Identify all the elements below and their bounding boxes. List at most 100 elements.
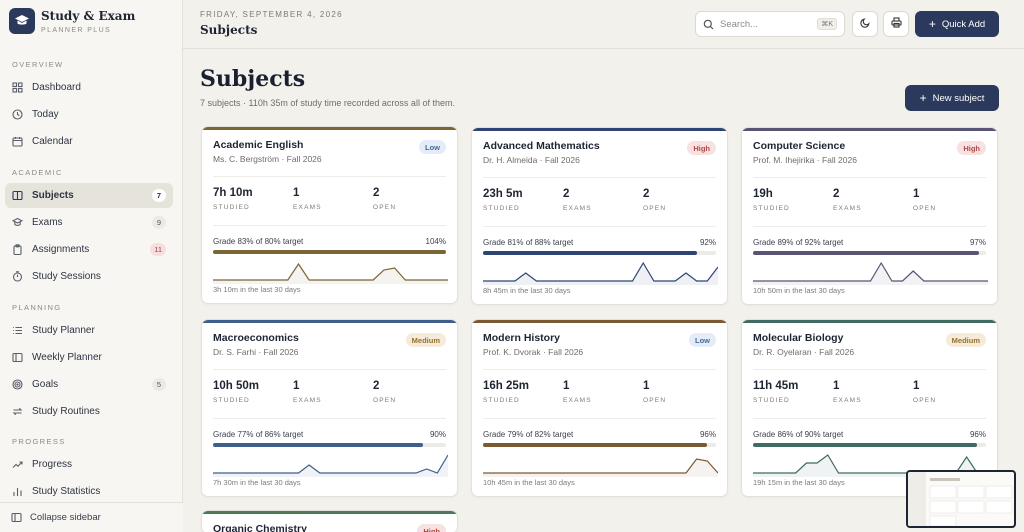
sidebar-item-exams[interactable]: Exams 9 [5, 210, 173, 235]
exams-value: 1 [293, 187, 300, 199]
brand[interactable]: Study & Exam PLANNER PLUS [9, 8, 135, 34]
stat-exams: 2 EXAMS [563, 188, 592, 212]
last-30-days-text: 10h 45m in the last 30 days [483, 478, 575, 487]
grade-progress-fill [483, 443, 707, 447]
last-30-days-text: 19h 15m in the last 30 days [753, 478, 845, 487]
card-divider [483, 177, 716, 178]
list-icon [12, 325, 23, 336]
sidebar-item-label: Study Routines [32, 406, 100, 417]
sidebar-item-goals[interactable]: Goals 5 [5, 372, 173, 397]
sidebar-item-today[interactable]: Today [5, 102, 173, 127]
stat-open: 2 OPEN [643, 188, 666, 212]
sidebar-item-label: Today [32, 109, 59, 120]
subject-name: Molecular Biology [753, 332, 844, 344]
sparkline-area [213, 455, 448, 477]
header-divider [183, 48, 1024, 49]
grade-progress-bar [483, 443, 716, 447]
subject-card[interactable]: Advanced Mathematics High Dr. H. Almeida … [471, 127, 728, 305]
exams-value: 2 [833, 188, 840, 200]
sidebar-item-progress[interactable]: Progress [5, 452, 173, 477]
sidebar-item-study-sessions[interactable]: Study Sessions [5, 264, 173, 289]
studied-value: 23h 5m [483, 188, 523, 200]
search-input[interactable]: Search... ⌘K [695, 11, 845, 37]
search-placeholder: Search... [720, 18, 759, 30]
quick-add-button[interactable]: + Quick Add [915, 11, 999, 37]
clock-icon [12, 109, 23, 120]
grade-progress-percent: 96% [699, 430, 716, 439]
last-30-days-text: 10h 50m in the last 30 days [753, 286, 845, 295]
grade-progress-fill [213, 443, 423, 447]
collapse-sidebar-button[interactable]: Collapse sidebar [0, 502, 183, 532]
page-subtitle: 7 subjects · 110h 35m of study time reco… [200, 98, 455, 108]
exams-label: EXAMS [833, 397, 862, 404]
sparkline-line [213, 454, 448, 474]
card-divider [753, 177, 986, 178]
stat-studied: 7h 10m STUDIED [213, 187, 253, 211]
exams-value: 1 [833, 380, 840, 392]
stat-open: 1 OPEN [913, 380, 936, 404]
study-time-sparkline [213, 454, 448, 477]
card-divider [753, 226, 986, 227]
grade-progress-fill [213, 250, 446, 254]
sidebar: Study & Exam PLANNER PLUS OVERVIEW Dashb… [0, 0, 183, 532]
card-divider [483, 418, 716, 419]
subject-card[interactable]: Modern History Low Prof. K. Dvorak · Fall… [471, 319, 728, 497]
search-shortcut: ⌘K [817, 18, 837, 30]
subject-name: Organic Chemistry [213, 523, 307, 532]
subject-card[interactable]: Academic English Low Ms. C. Bergström · F… [201, 126, 458, 304]
repeat-icon [12, 406, 23, 417]
sidebar-item-label: Study Planner [32, 325, 95, 336]
stat-studied: 19h STUDIED [753, 188, 790, 212]
dark-mode-button[interactable] [852, 11, 878, 37]
grade-progress-percent: 104% [425, 237, 446, 246]
open-value: 1 [643, 380, 650, 392]
minimap-preview[interactable] [906, 470, 1016, 528]
clipboard-icon [12, 244, 23, 255]
sidebar-item-study-routines[interactable]: Study Routines [5, 399, 173, 424]
sidebar-item-study-planner[interactable]: Study Planner [5, 318, 173, 343]
subject-name: Advanced Mathematics [483, 140, 600, 152]
subject-teacher: Dr. R. Oyelaran · Fall 2026 [753, 347, 855, 357]
new-subject-label: New subject [932, 92, 985, 104]
sidebar-item-label: Weekly Planner [32, 352, 102, 363]
sidebar-item-calendar[interactable]: Calendar [5, 129, 173, 154]
subject-card[interactable]: Molecular Biology Medium Dr. R. Oyelaran … [741, 319, 998, 497]
open-label: OPEN [913, 397, 937, 404]
subject-teacher: Prof. K. Dvorak · Fall 2026 [483, 347, 584, 357]
stat-exams: 1 EXAMS [833, 380, 862, 404]
subject-name: Modern History [483, 332, 561, 344]
grade-progress-bar [213, 250, 446, 254]
stat-exams: 1 EXAMS [293, 187, 322, 211]
grade-progress-fill [483, 251, 698, 255]
studied-value: 7h 10m [213, 187, 253, 199]
sidebar-item-study-statistics[interactable]: Study Statistics [5, 479, 173, 504]
stat-open: 1 OPEN [643, 380, 666, 404]
subject-card[interactable]: Organic Chemistry High [201, 510, 458, 532]
stat-exams: 1 EXAMS [563, 380, 592, 404]
subject-card[interactable]: Computer Science High Prof. M. Ihejirika … [741, 127, 998, 305]
grade-progress-percent: 97% [969, 238, 986, 247]
priority-badge: Low [689, 333, 716, 347]
studied-value: 16h 25m [483, 380, 530, 392]
sidebar-item-dashboard[interactable]: Dashboard [5, 75, 173, 100]
sparkline-area [753, 455, 988, 477]
open-label: OPEN [643, 397, 667, 404]
open-value: 2 [643, 188, 650, 200]
print-button[interactable] [883, 11, 909, 37]
subject-color-bar [202, 511, 457, 514]
subject-color-bar [472, 128, 727, 131]
sidebar-item-label: Study Sessions [32, 271, 101, 282]
sidebar-item-assignments[interactable]: Assignments 11 [5, 237, 173, 262]
sidebar-item-subjects[interactable]: Subjects 7 [5, 183, 173, 208]
open-label: OPEN [643, 205, 667, 212]
subject-color-bar [202, 320, 457, 323]
priority-badge: Low [419, 140, 446, 154]
timer-icon [12, 271, 23, 282]
subject-card[interactable]: Macroeconomics Medium Dr. S. Farhi · Fall… [201, 319, 458, 497]
sparkline-line [753, 261, 988, 282]
new-subject-button[interactable]: + New subject [905, 85, 999, 111]
moon-icon [859, 17, 871, 31]
subject-color-bar [742, 128, 997, 131]
sidebar-item-weekly-planner[interactable]: Weekly Planner [5, 345, 173, 370]
exams-label: EXAMS [563, 205, 592, 212]
